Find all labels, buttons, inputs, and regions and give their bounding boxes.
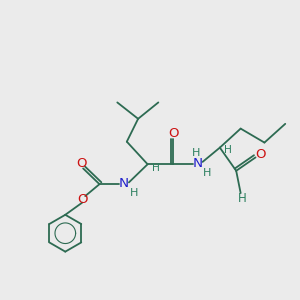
Text: H: H [130, 188, 138, 197]
Text: H: H [192, 148, 200, 158]
Text: O: O [168, 127, 178, 140]
Text: O: O [255, 148, 266, 161]
Text: O: O [77, 193, 88, 206]
Text: H: H [238, 192, 247, 205]
Text: N: N [193, 157, 202, 170]
Text: H: H [203, 168, 211, 178]
Text: H: H [152, 163, 160, 173]
Text: N: N [119, 177, 129, 190]
Text: H: H [224, 145, 232, 155]
Text: O: O [76, 158, 87, 170]
